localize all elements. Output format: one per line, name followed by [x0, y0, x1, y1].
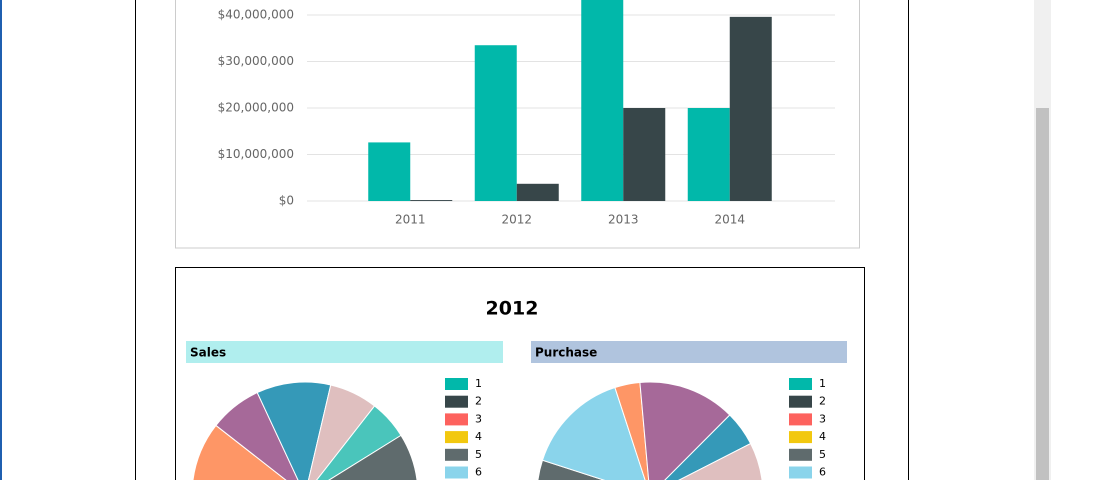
- legend-label: 2: [475, 395, 482, 408]
- legend-label: 1: [819, 377, 826, 390]
- window-edge: [0, 0, 2, 480]
- y-tick-label: $10,000,000: [218, 147, 294, 161]
- legend-label: 5: [819, 448, 826, 461]
- pie-slice: [256, 381, 332, 480]
- legend-label: 4: [819, 430, 826, 443]
- pie-section-frame: [175, 267, 865, 480]
- legend-swatch: [445, 378, 468, 390]
- legend-swatch: [789, 378, 812, 390]
- pie-slice: [541, 386, 646, 480]
- legend-swatch: [789, 413, 812, 426]
- x-tick-label: 2012: [501, 213, 532, 227]
- bar-chart-frame: [175, 0, 860, 249]
- pie-header: [531, 341, 847, 363]
- legend-label: 3: [819, 412, 826, 425]
- legend-swatch: [789, 448, 812, 461]
- legend-label: 1: [475, 377, 482, 390]
- y-tick-label: $20,000,000: [218, 101, 294, 115]
- pie-slice: [678, 442, 763, 480]
- bar: [516, 183, 559, 201]
- legend-swatch: [445, 466, 468, 479]
- y-tick-label: $0: [279, 194, 294, 208]
- x-tick-label: 2011: [395, 213, 426, 227]
- legend-swatch: [445, 448, 468, 461]
- legend-swatch: [445, 395, 468, 408]
- section-title: 2012: [486, 298, 539, 320]
- bar: [729, 16, 772, 201]
- pie-header: [186, 341, 503, 363]
- scrollbar-thumb[interactable]: [1036, 108, 1049, 480]
- legend-label: 6: [475, 466, 482, 479]
- legend-label: 5: [475, 448, 482, 461]
- bar: [410, 200, 453, 201]
- legend-label: 2: [819, 395, 826, 408]
- legend-swatch: [789, 431, 812, 444]
- legend-label: 3: [475, 412, 482, 425]
- x-tick-label: 2014: [714, 213, 745, 227]
- x-tick-label: 2013: [608, 213, 639, 227]
- pie-slice: [639, 381, 731, 480]
- bar: [474, 45, 517, 201]
- bar: [581, 0, 624, 201]
- y-tick-label: $30,000,000: [218, 54, 294, 68]
- bar: [687, 108, 730, 201]
- legend-label: 4: [475, 430, 482, 443]
- pie-title: Purchase: [535, 346, 597, 360]
- bar: [368, 142, 411, 201]
- legend-swatch: [445, 431, 468, 444]
- pie-title: Sales: [190, 346, 226, 360]
- bar: [623, 108, 666, 201]
- legend-swatch: [789, 395, 812, 408]
- legend-swatch: [789, 466, 812, 479]
- pie-slice: [328, 434, 418, 480]
- y-tick-label: $40,000,000: [218, 8, 294, 22]
- pie-slice: [192, 424, 287, 480]
- legend-swatch: [445, 413, 468, 426]
- legend-label: 6: [819, 466, 826, 479]
